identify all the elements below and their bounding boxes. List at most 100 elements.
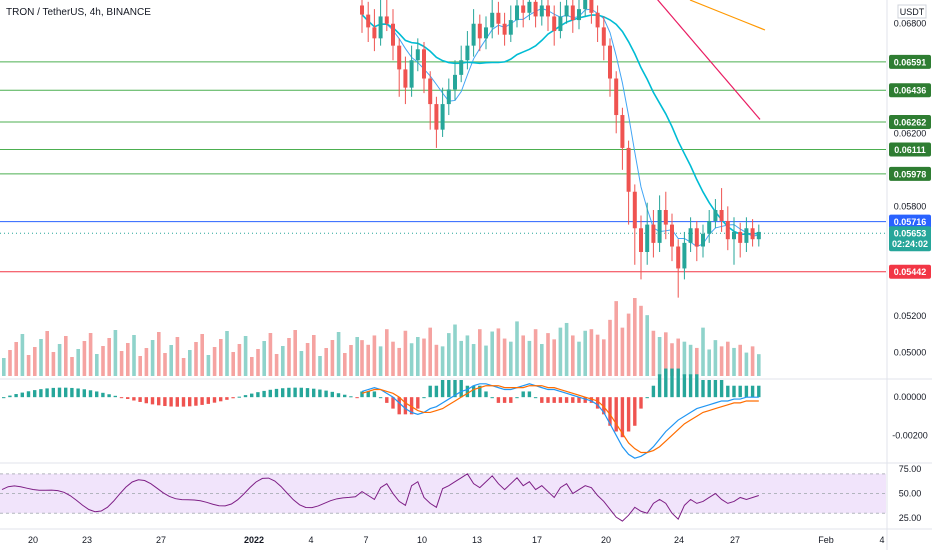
volume-bar <box>330 340 335 376</box>
last-price-label: 0.05653 <box>894 229 927 239</box>
macd-histogram-bar <box>268 389 272 398</box>
volume-bar <box>397 347 401 376</box>
volume-bar <box>2 358 6 376</box>
level-price-label: 0.06111 <box>894 145 926 155</box>
macd-histogram-bar <box>355 397 359 399</box>
macd-histogram-bar <box>577 397 581 403</box>
volume-bar <box>14 342 18 376</box>
currency-box[interactable] <box>897 4 927 19</box>
level-price-tag <box>889 264 931 279</box>
volume-bar <box>378 346 383 376</box>
rsi-pane[interactable] <box>0 473 886 522</box>
time-tick-label: Feb <box>818 535 834 545</box>
time-tick-label: 24 <box>674 535 684 545</box>
macd-histogram-bar <box>88 390 93 398</box>
macd-histogram-bar <box>250 393 254 398</box>
macd-histogram-bar <box>14 394 18 398</box>
candle-body <box>440 104 445 130</box>
macd-histogram-bar <box>324 390 328 398</box>
macd-histogram-bar <box>707 380 711 398</box>
macd-histogram-bar <box>391 397 395 409</box>
volume-bar <box>577 341 581 376</box>
macd-histogram-bar <box>237 396 241 398</box>
macd-histogram-bar <box>20 392 24 398</box>
macd-histogram-bar <box>293 387 297 398</box>
volume-bar <box>409 343 414 376</box>
volume-bar <box>478 329 482 376</box>
candle-body <box>490 12 495 28</box>
macd-histogram-bar <box>434 385 439 398</box>
candle-body <box>738 231 743 243</box>
macd-histogram-bar <box>305 388 310 398</box>
macd-histogram-bar <box>484 391 488 398</box>
macd-histogram-bar <box>651 385 656 398</box>
volume-bar <box>688 344 693 376</box>
volume-bar <box>546 333 550 376</box>
macd-histogram-bar <box>144 397 148 404</box>
macd-histogram-bar <box>447 380 451 398</box>
macd-pane[interactable] <box>2 368 761 459</box>
candlesticks[interactable] <box>360 0 761 298</box>
macd-histogram-bar <box>645 397 649 399</box>
volume-bar <box>670 343 674 376</box>
volume-bar <box>243 336 248 376</box>
volume-bar <box>312 335 316 376</box>
macd-signal-line <box>361 385 759 454</box>
candle-body <box>577 9 581 21</box>
volume-bar <box>360 340 364 376</box>
macd-histogram-bar <box>175 397 179 407</box>
candle-body <box>608 45 612 79</box>
candle-body <box>415 49 420 61</box>
volume-bar <box>45 331 49 376</box>
last-price-tag <box>889 226 931 252</box>
macd-histogram-bar <box>385 397 389 403</box>
macd-histogram-bar <box>243 395 248 398</box>
macd-histogram-bar <box>150 397 155 405</box>
volume-bar <box>484 345 488 376</box>
volume-bar <box>695 347 699 376</box>
macd-histogram-bar <box>670 368 674 398</box>
macd-histogram-bar <box>515 397 519 399</box>
macd-histogram-bar <box>2 397 6 399</box>
macd-histogram-bar <box>664 368 668 398</box>
time-axis[interactable]: 20 23 27 2022 4 7 10 13 17 20 24 27 Feb 4 <box>28 535 885 545</box>
candle-body <box>403 69 408 88</box>
macd-histogram-bar <box>163 397 167 407</box>
volume-bar <box>212 347 217 376</box>
volume-bar <box>521 335 525 376</box>
candle-body <box>750 228 755 240</box>
time-tick-label: 10 <box>417 535 427 545</box>
volume-bar <box>206 355 211 376</box>
macd-histogram-bar <box>719 380 724 398</box>
volume-bar <box>490 331 494 376</box>
macd-histogram-bar <box>397 397 401 415</box>
macd-histogram-bar <box>726 385 730 398</box>
rsi-line <box>1 473 759 522</box>
macd-histogram-bar <box>626 397 631 432</box>
macd-histogram-bar <box>744 385 749 398</box>
macd-histogram-bar <box>262 390 266 398</box>
horizontal-levels[interactable]: 0.06591 0.06436 0.06262 0.06111 0.05978 0.057… <box>0 54 931 279</box>
volume-bar <box>64 336 68 376</box>
macd-histogram-bar <box>343 394 347 398</box>
candle-body <box>670 224 674 247</box>
volume-bar <box>465 335 470 376</box>
volume-bar <box>447 333 451 376</box>
macd-histogram-bar <box>732 385 736 398</box>
macd-histogram-bar <box>614 397 618 432</box>
volume-bar <box>95 354 99 376</box>
macd-histogram-bar <box>521 391 525 398</box>
candle-body <box>601 27 606 46</box>
price-axis[interactable]: 0.06800 0.06200 0.05800 0.05200 0.05000 0.000… <box>892 19 928 523</box>
macd-histogram-bar <box>695 374 699 398</box>
time-tick-label: 17 <box>532 535 542 545</box>
macd-histogram-bar <box>312 388 316 398</box>
candle-body <box>651 224 656 243</box>
volume-bar <box>589 329 594 376</box>
volume-bar <box>88 333 93 376</box>
volume-bar <box>200 334 204 376</box>
time-tick-label: 13 <box>472 535 482 545</box>
macd-histogram-bar <box>231 397 235 399</box>
macd-histogram-bar <box>8 395 12 398</box>
